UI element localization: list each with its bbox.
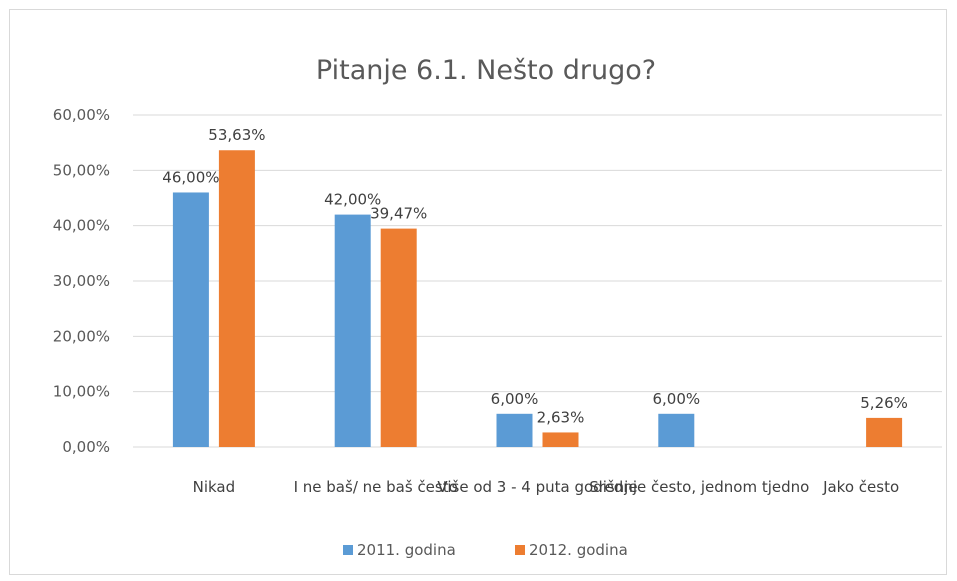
data-label: 6,00% [491,390,539,408]
data-label: 6,00% [652,390,700,408]
y-tick-label: 20,00% [53,327,110,345]
bar [866,417,903,447]
data-label: 2,63% [537,408,585,426]
y-tick-label: 10,00% [53,383,110,401]
legend: 2011. godina 2012. godina [343,541,628,559]
data-label: 39,47% [370,205,427,223]
bar [542,432,579,447]
y-axis-ticks: 0,00% 10,00% 20,00% 30,00% 40,00% 50,00% 60,00… [53,106,110,456]
x-category-label: Više od 3 - 4 puta godišnje [437,478,637,496]
bars [172,150,903,448]
x-category-label: I ne baš/ ne baš često [294,478,458,496]
y-tick-label: 40,00% [53,217,110,235]
gridlines [133,114,942,448]
y-tick-label: 60,00% [53,106,110,124]
bar [172,192,209,447]
legend-label: 2011. godina [357,541,456,559]
y-tick-label: 0,00% [62,438,110,456]
legend-swatch [343,545,353,555]
x-category-label: Nikad [193,478,236,496]
bar [334,214,371,447]
bar [218,150,255,448]
legend-label: 2012. godina [529,541,628,559]
data-label: 46,00% [162,168,219,186]
data-labels: 46,00%53,63%42,00%39,47%6,00%2,63%6,00% 5… [162,126,908,426]
chart-title: Pitanje 6.1. Nešto drugo? [316,55,656,86]
data-label: 42,00% [324,191,381,209]
x-category-label: Jako često [822,478,899,496]
x-category-label: Srednje često, jednom tjedno [589,478,809,496]
y-tick-label: 30,00% [53,272,110,290]
bar [496,413,533,447]
bar-chart: Pitanje 6.1. Nešto drugo? 0,00% 10,00% 20,… [53,55,942,559]
y-tick-label: 50,00% [53,161,110,179]
data-label: 53,63% [208,126,265,144]
bar [380,228,417,447]
data-label: 5,26% [860,394,908,412]
legend-swatch [515,545,525,555]
chart-frame: Pitanje 6.1. Nešto drugo? 0,00% 10,00% 20,… [9,9,947,575]
bar [658,413,695,447]
